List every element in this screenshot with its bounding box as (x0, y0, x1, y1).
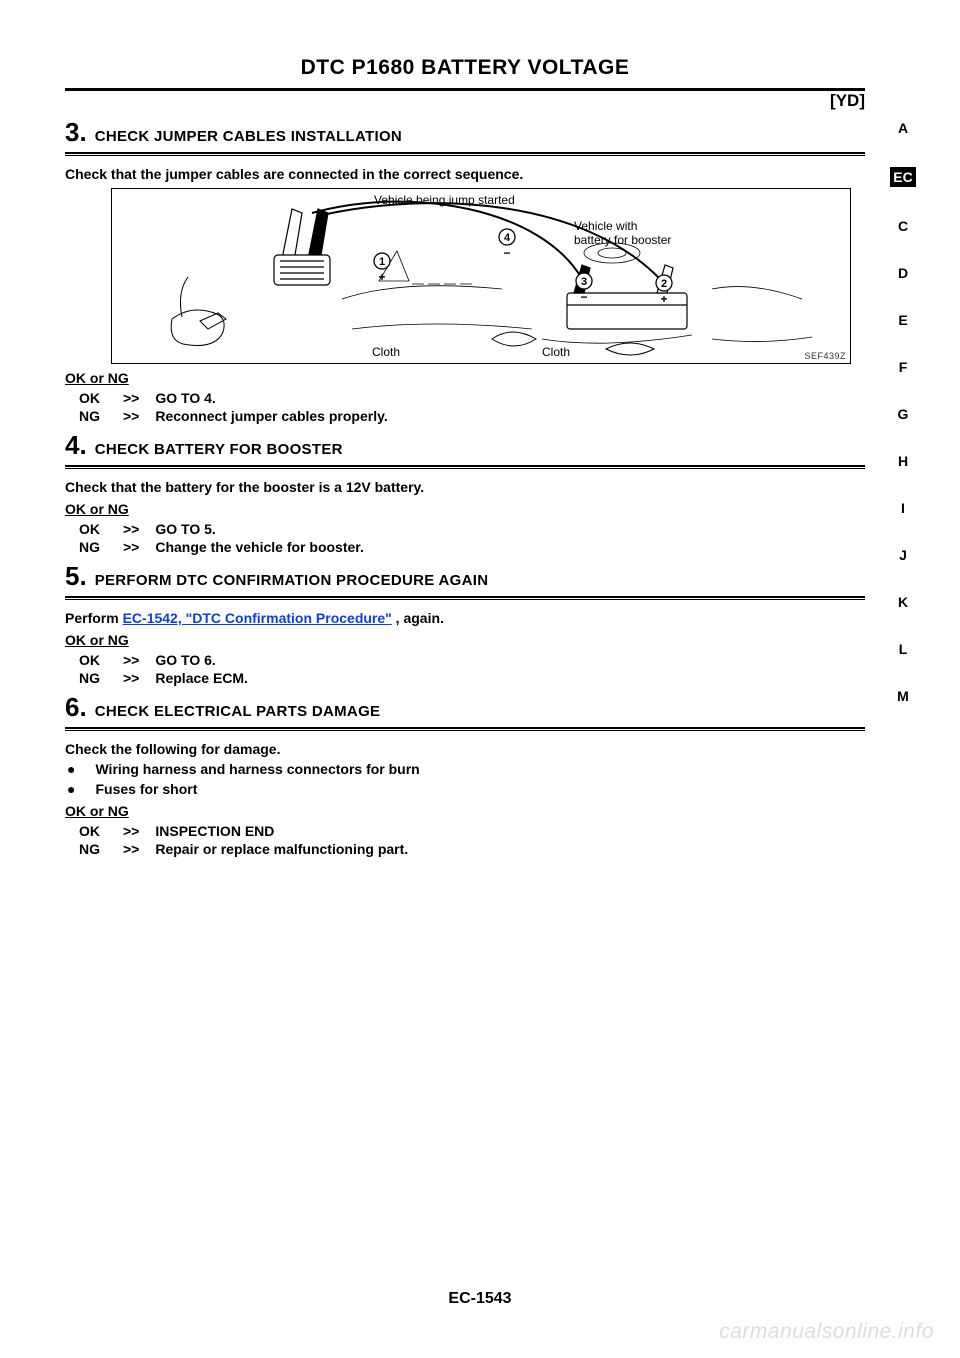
step-5-body: Perform EC-1542, "DTC Confirmation Proce… (65, 610, 865, 626)
step-title: CHECK BATTERY FOR BOOSTER (95, 441, 343, 458)
ng-row: NG>>Reconnect jumper cables properly. (79, 408, 865, 424)
ng-text: Repair or replace malfunctioning part. (155, 841, 408, 857)
step-rule (65, 152, 865, 156)
step-4-header: 4. CHECK BATTERY FOR BOOSTER (65, 430, 865, 461)
section-nav-item[interactable]: D (888, 265, 918, 281)
bullet-item: ●Fuses for short (67, 781, 865, 797)
ok-text: GO TO 6. (155, 652, 215, 668)
svg-text:−: − (580, 290, 587, 304)
ok-text: GO TO 5. (155, 521, 215, 537)
svg-text:1: 1 (379, 256, 385, 268)
diagram-label-right2: battery for booster (574, 233, 671, 247)
diagram-label-right1: Vehicle with (574, 219, 637, 233)
step-number: 3. (65, 117, 87, 148)
bullet-text: Fuses for short (95, 781, 197, 797)
ok-row: OK>>GO TO 6. (79, 652, 865, 668)
step-3-header: 3. CHECK JUMPER CABLES INSTALLATION (65, 117, 865, 148)
svg-text:2: 2 (661, 278, 667, 290)
diagram-label-cloth2: Cloth (542, 345, 570, 359)
step-number: 6. (65, 692, 87, 723)
svg-text:4: 4 (504, 232, 511, 244)
okng-heading: OK or NG (65, 370, 129, 386)
jumper-cable-diagram: 1 +4 − 3 − 2 + Vehicle being jump started Vehi… (111, 188, 851, 364)
step-rule (65, 465, 865, 469)
ok-row: OK>>GO TO 5. (79, 521, 865, 537)
ng-text: Change the vehicle for booster. (155, 539, 364, 555)
ng-row: NG>>Repair or replace malfunctioning par… (79, 841, 865, 857)
ng-text: Reconnect jumper cables properly. (155, 408, 387, 424)
bullet-text: Wiring harness and harness connectors fo… (95, 761, 419, 777)
page-title: DTC P1680 BATTERY VOLTAGE (65, 56, 865, 80)
step-5-header: 5. PERFORM DTC CONFIRMATION PROCEDURE AG… (65, 561, 865, 592)
ng-text: Replace ECM. (155, 670, 248, 686)
svg-text:3: 3 (581, 276, 587, 288)
section-nav-item[interactable]: EC (888, 167, 918, 187)
diagram-label-cloth1: Cloth (372, 345, 400, 359)
bullet-item: ●Wiring harness and harness connectors f… (67, 761, 865, 777)
section-nav-item[interactable]: L (888, 641, 918, 657)
step-rule (65, 727, 865, 731)
section-nav-item[interactable]: M (888, 688, 918, 704)
step-3-body: Check that the jumper cables are connect… (65, 166, 865, 182)
step-6-header: 6. CHECK ELECTRICAL PARTS DAMAGE (65, 692, 865, 723)
ok-text: INSPECTION END (155, 823, 274, 839)
diagram-label-top: Vehicle being jump started (374, 193, 515, 207)
section-nav-item[interactable]: C (888, 218, 918, 234)
body-post: , again. (392, 610, 444, 626)
step-4-body: Check that the battery for the booster i… (65, 479, 865, 495)
dtc-procedure-link[interactable]: EC-1542, "DTC Confirmation Procedure" (123, 610, 392, 626)
ng-row: NG>>Change the vehicle for booster. (79, 539, 865, 555)
ok-text: GO TO 4. (155, 390, 215, 406)
section-nav-item[interactable]: F (888, 359, 918, 375)
svg-text:−: − (503, 246, 510, 260)
body-pre: Perform (65, 610, 123, 626)
svg-text:+: + (378, 270, 385, 284)
diagram-code: SEF439Z (804, 351, 846, 361)
okng-heading: OK or NG (65, 803, 129, 819)
section-nav-item[interactable]: H (888, 453, 918, 469)
step-title: CHECK JUMPER CABLES INSTALLATION (95, 128, 402, 145)
section-nav-item[interactable]: G (888, 406, 918, 422)
ok-row: OK>>GO TO 4. (79, 390, 865, 406)
section-nav-item[interactable]: K (888, 594, 918, 610)
section-nav-item[interactable]: I (888, 500, 918, 516)
step-6-body: Check the following for damage. (65, 741, 865, 757)
okng-heading: OK or NG (65, 632, 129, 648)
step-rule (65, 596, 865, 600)
section-nav: A EC C D E F G H I J K L M (888, 120, 918, 735)
step-number: 4. (65, 430, 87, 461)
svg-text:+: + (660, 292, 667, 306)
section-nav-item[interactable]: E (888, 312, 918, 328)
step-title: PERFORM DTC CONFIRMATION PROCEDURE AGAIN (95, 572, 489, 589)
ok-row: OK>>INSPECTION END (79, 823, 865, 839)
step-title: CHECK ELECTRICAL PARTS DAMAGE (95, 703, 381, 720)
watermark: carmanualsonline.info (719, 1320, 934, 1344)
ng-row: NG>>Replace ECM. (79, 670, 865, 686)
section-nav-item[interactable]: J (888, 547, 918, 563)
model-tag: [YD] (65, 91, 865, 111)
section-nav-item[interactable]: A (888, 120, 918, 136)
okng-heading: OK or NG (65, 501, 129, 517)
step-number: 5. (65, 561, 87, 592)
page-number: EC-1543 (0, 1290, 960, 1308)
